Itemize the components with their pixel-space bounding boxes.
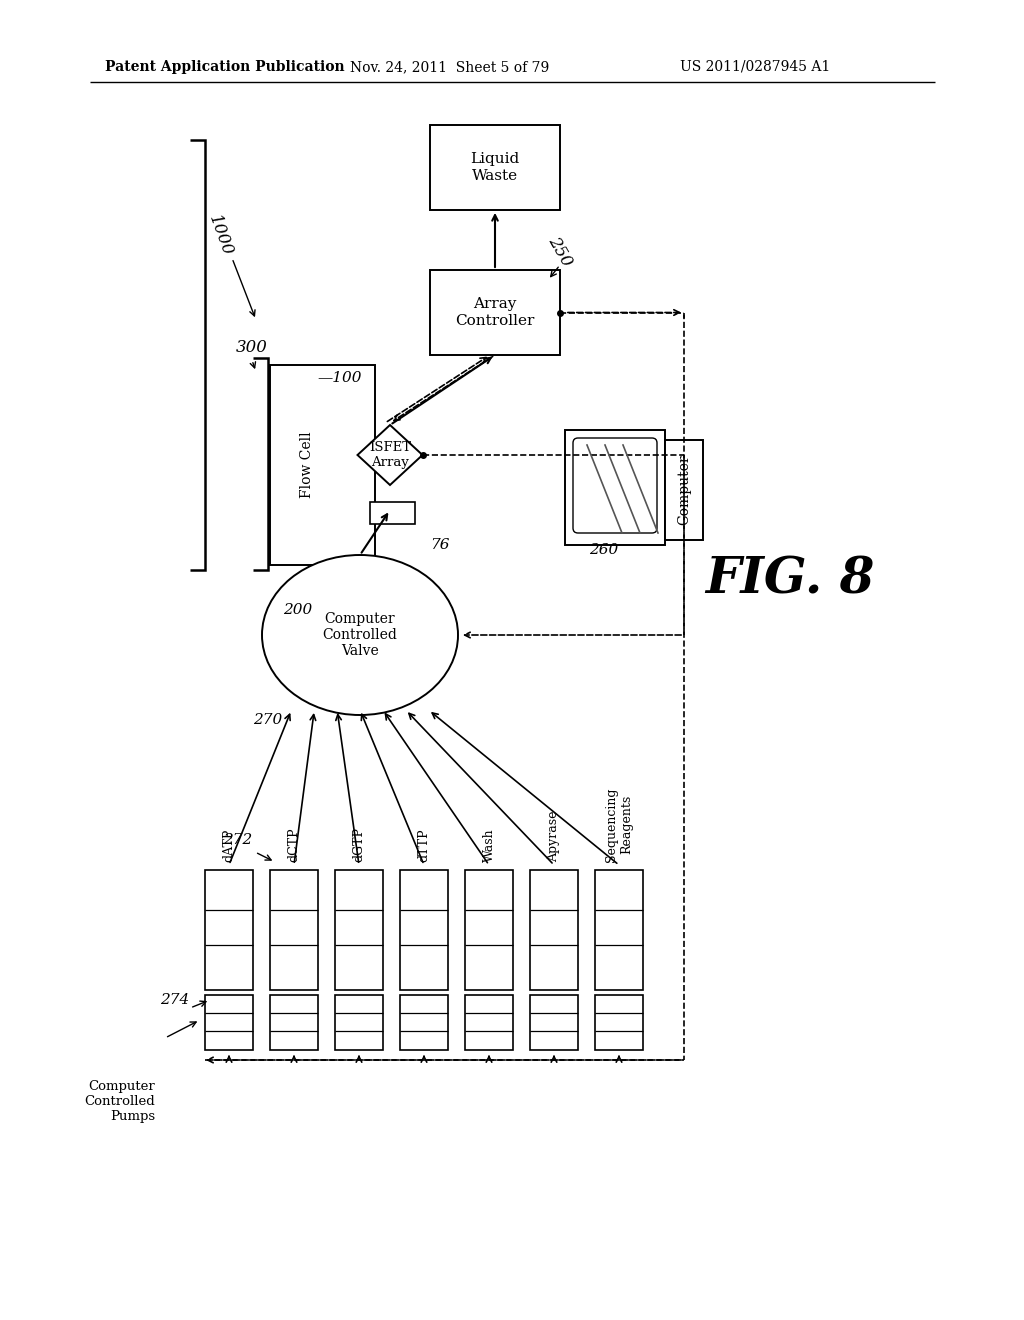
Text: Wash: Wash — [482, 829, 496, 862]
Bar — [430, 125, 560, 210]
Text: 260: 260 — [590, 543, 618, 557]
Text: US 2011/0287945 A1: US 2011/0287945 A1 — [680, 59, 830, 74]
Bar — [595, 870, 643, 990]
Bar — [530, 995, 578, 1049]
FancyBboxPatch shape — [573, 438, 657, 533]
Text: 300: 300 — [237, 339, 268, 356]
Bar — [205, 995, 253, 1049]
Bar — [465, 870, 513, 990]
Text: 200: 200 — [284, 603, 312, 616]
Text: 272: 272 — [223, 833, 253, 847]
Text: Computer: Computer — [677, 454, 691, 525]
Text: 1000: 1000 — [205, 213, 236, 257]
Text: 270: 270 — [253, 713, 283, 727]
Bar — [205, 870, 253, 990]
Bar — [400, 870, 449, 990]
Bar — [400, 995, 449, 1049]
Bar — [335, 995, 383, 1049]
Bar — [665, 440, 703, 540]
Text: Computer
Controlled
Valve: Computer Controlled Valve — [323, 611, 397, 659]
Text: FIG. 8: FIG. 8 — [706, 556, 874, 605]
Text: Sequencing
Reagents: Sequencing Reagents — [605, 788, 633, 862]
Text: Apyrase: Apyrase — [548, 810, 560, 862]
Text: dTTP: dTTP — [418, 829, 430, 862]
Polygon shape — [357, 425, 423, 484]
Bar — [465, 995, 513, 1049]
Bar — [370, 502, 415, 524]
Text: Liquid
Waste: Liquid Waste — [470, 152, 519, 182]
Text: 250: 250 — [545, 234, 575, 271]
Text: Patent Application Publication: Patent Application Publication — [105, 59, 345, 74]
Bar — [270, 995, 318, 1049]
Text: Nov. 24, 2011  Sheet 5 of 79: Nov. 24, 2011 Sheet 5 of 79 — [350, 59, 549, 74]
Text: 76: 76 — [430, 539, 450, 552]
Text: 274: 274 — [161, 993, 189, 1007]
Text: ISFET
Array: ISFET Array — [369, 441, 411, 469]
Text: dGTP: dGTP — [352, 828, 366, 862]
Text: Flow Cell: Flow Cell — [300, 432, 313, 499]
Bar — [530, 870, 578, 990]
Bar — [270, 870, 318, 990]
Bar — [270, 366, 375, 565]
Bar — [595, 995, 643, 1049]
Text: —100: —100 — [317, 371, 362, 385]
Bar — [565, 430, 665, 545]
Bar — [335, 870, 383, 990]
Text: dATP: dATP — [222, 829, 236, 862]
Text: dCTP: dCTP — [288, 828, 300, 862]
Text: Computer
Controlled
Pumps: Computer Controlled Pumps — [84, 1080, 155, 1123]
Text: Array
Controller: Array Controller — [456, 297, 535, 327]
Ellipse shape — [262, 554, 458, 715]
Bar — [430, 271, 560, 355]
